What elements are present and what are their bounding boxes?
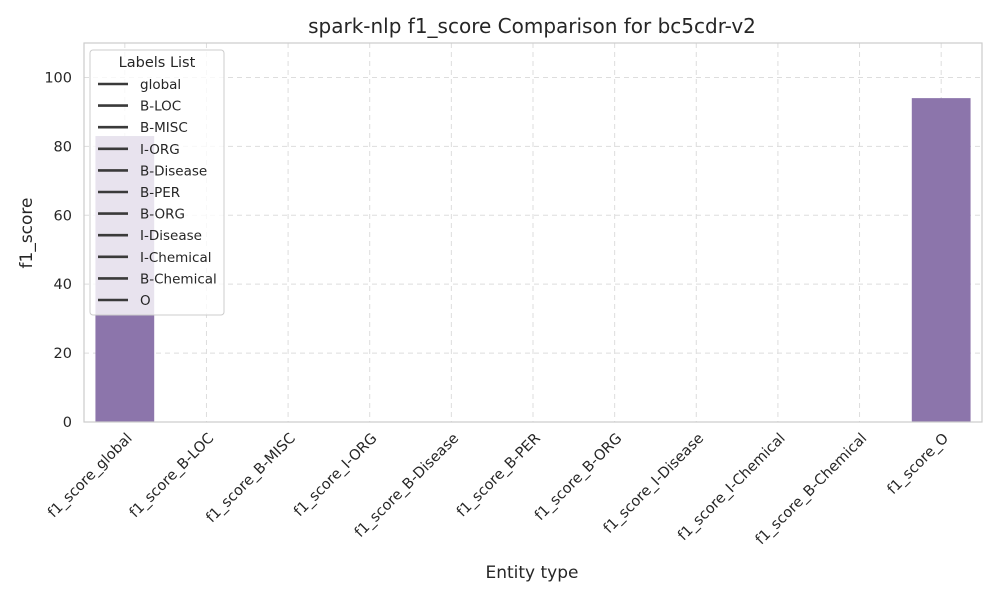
legend-entry-label: B-LOC xyxy=(140,99,181,115)
legend-entry-label: B-Chemical xyxy=(140,271,217,287)
legend-entry-label: B-ORG xyxy=(140,207,185,223)
chart-title: spark-nlp f1_score Comparison for bc5cdr… xyxy=(308,14,756,38)
legend-box xyxy=(89,49,225,316)
bar xyxy=(911,98,971,423)
y-tick-label: 20 xyxy=(54,346,72,362)
legend: Labels List global B-LOC B-MISC I-ORG B-Dise… xyxy=(89,49,225,316)
legend-entry-label: B-PER xyxy=(140,185,180,201)
y-tick-label: 100 xyxy=(44,70,72,86)
legend-entry-label: I-Chemical xyxy=(140,250,212,266)
legend-entry-label: global xyxy=(140,77,181,93)
plot-frame xyxy=(83,42,983,423)
y-tick-label: 60 xyxy=(54,208,72,224)
x-tick-label: f1_score_I-ORG xyxy=(291,431,380,520)
legend-entry-label: B-MISC xyxy=(140,120,188,136)
x-axis-label: Entity type xyxy=(485,563,578,583)
legend-entries: global B-LOC B-MISC I-ORG B-Disease B-PER B-OR… xyxy=(98,77,217,309)
y-axis-label: f1_score xyxy=(17,198,37,269)
x-tick-label: f1_score_B-PER xyxy=(454,431,544,521)
x-tick-labels: f1_score_globalf1_score_B-LOCf1_score_B-… xyxy=(45,430,952,548)
legend-entry-label: B-Disease xyxy=(140,163,207,179)
y-tick-label: 40 xyxy=(54,277,72,293)
x-tick-label: f1_score_B-LOC xyxy=(127,431,218,522)
y-tick-labels: 0 20 40 60 80 100 xyxy=(44,70,72,431)
legend-entry-label: O xyxy=(140,293,151,309)
x-tick-label: f1_score_O xyxy=(885,431,952,498)
x-tick-label: f1_score_global xyxy=(45,431,136,522)
x-tick-label: f1_score_B-MISC xyxy=(203,431,299,527)
legend-title: Labels List xyxy=(119,55,196,71)
legend-entry-label: I-Disease xyxy=(140,228,202,244)
y-tick-label: 80 xyxy=(54,139,72,155)
legend-entry-label: I-ORG xyxy=(140,142,180,158)
x-tick-label: f1_score_B-ORG xyxy=(532,431,625,524)
y-tick-label: 0 xyxy=(63,415,72,431)
